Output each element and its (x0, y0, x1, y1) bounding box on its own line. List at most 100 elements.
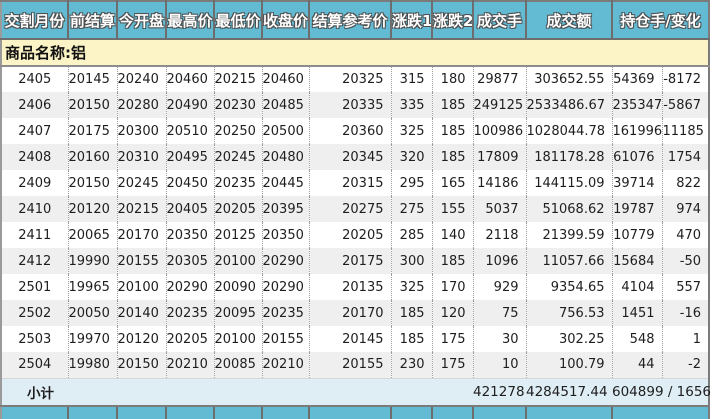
cell-value: 756.53 (526, 300, 613, 326)
cell-value: 17809 (473, 144, 527, 170)
cell-value: 20210 (262, 352, 310, 378)
column-header-prev-settlement: 前结算 (68, 1, 118, 40)
cell-value: 20395 (262, 196, 310, 222)
cell-delivery-month: 2504 (1, 352, 69, 378)
cell-value: 20450 (166, 170, 215, 196)
cell-value: 20170 (117, 222, 167, 248)
cell-value: 75 (473, 300, 527, 326)
cell-value: 20155 (262, 326, 310, 352)
cell-value: 20155 (117, 248, 167, 274)
cell-value: 20150 (68, 92, 118, 118)
cell-delivery-month: 2410 (1, 196, 69, 222)
cell-value: 20090 (214, 274, 263, 300)
cell-value: 120 (432, 300, 474, 326)
commodity-name-label: 商品名称:铝 (1, 39, 710, 67)
cell-delivery-month: 2412 (1, 248, 69, 274)
cell-value: 140 (432, 222, 474, 248)
cell-value: 21399.59 (526, 222, 613, 248)
table-row: 2407 20175 20300 20510 20250 20500 20360 325 185… (1, 118, 710, 144)
cell-value: 100.79 (526, 352, 613, 378)
cell-value: 20120 (117, 326, 167, 352)
table-row: 2409 20150 20245 20450 20235 20445 20315 295 165… (1, 170, 710, 196)
cell-value: 20100 (117, 274, 167, 300)
cell-value: 320 (391, 144, 433, 170)
cell-value: 20140 (117, 300, 167, 326)
cell-value: 249125 (473, 92, 527, 118)
cell-value: 1451 (612, 300, 663, 326)
cell-value: 1096 (473, 248, 527, 274)
cell-value: 335 (391, 92, 433, 118)
cell-value: 155 (432, 196, 474, 222)
cell-value: 20175 (309, 248, 392, 274)
cell-value: 20490 (166, 92, 215, 118)
table-row: 2412 19990 20155 20305 20100 20290 20175 300 185… (1, 248, 710, 274)
cell-value: 19787 (612, 196, 663, 222)
cell-value: 20460 (166, 66, 215, 92)
cell-value: 20210 (166, 352, 215, 378)
cell-delivery-month: 2411 (1, 222, 69, 248)
cell-value: 20215 (117, 196, 167, 222)
cell-value: 185 (391, 326, 433, 352)
cell-value: 20135 (309, 274, 392, 300)
cell-value: 20485 (262, 92, 310, 118)
cell-value: 20280 (117, 92, 167, 118)
cell-value: 20445 (262, 170, 310, 196)
subtotal-label: 小计 (1, 377, 473, 407)
cell-value: 175 (432, 352, 474, 378)
table-header-row: 交割月份 前结算 今开盘 最高价 最低价 收盘价 结算参考价 涨跌1 涨跌2 成… (1, 1, 710, 40)
cell-value: 20065 (68, 222, 118, 248)
cell-value: 180 (432, 66, 474, 92)
cell-value: 19980 (68, 352, 118, 378)
cell-value: 325 (391, 274, 433, 300)
cell-value: -8172 (662, 66, 710, 92)
cell-value: 15684 (612, 248, 663, 274)
cell-value: 11185 (662, 118, 710, 144)
subtotal-row: 小计 421278 4284517.44 604899 / 1656 (1, 377, 711, 407)
table-row: 2504 19980 20150 20210 20085 20210 20155 230 175… (1, 352, 710, 378)
cell-value: 20205 (214, 196, 263, 222)
cell-value: 20335 (309, 92, 392, 118)
cell-value: 974 (662, 196, 710, 222)
cell-value: 20405 (166, 196, 215, 222)
cell-value: 20145 (68, 66, 118, 92)
cell-value: 20235 (262, 300, 310, 326)
table-row: 2405 20145 20240 20460 20215 20460 20325 315 180… (1, 66, 710, 92)
cell-value: 165 (432, 170, 474, 196)
cell-value: 470 (662, 222, 710, 248)
table-row: 2408 20160 20310 20495 20245 20480 20345 320 185… (1, 144, 710, 170)
cell-value: 14186 (473, 170, 527, 196)
cell-value: 303652.55 (526, 66, 613, 92)
cell-value: 300 (391, 248, 433, 274)
cell-value: 235347 (612, 92, 663, 118)
column-header-close: 收盘价 (262, 1, 310, 40)
table-body: 2405 20145 20240 20460 20215 20460 20325 315 180… (1, 66, 710, 378)
cell-value: 20240 (117, 66, 167, 92)
cell-value: 20125 (214, 222, 263, 248)
table-row: 2502 20050 20140 20235 20095 20235 20170 185 120… (1, 300, 710, 326)
cell-value: 20205 (309, 222, 392, 248)
cell-delivery-month: 2409 (1, 170, 69, 196)
cell-value: 20300 (117, 118, 167, 144)
cell-value: 302.25 (526, 326, 613, 352)
column-header-open: 今开盘 (117, 1, 167, 40)
cell-value: 100986 (473, 118, 527, 144)
cell-value: 20495 (166, 144, 215, 170)
cell-value: -50 (662, 248, 710, 274)
cell-value: 20275 (309, 196, 392, 222)
cell-value: 9354.65 (526, 274, 613, 300)
cell-value: 20085 (214, 352, 263, 378)
cell-value: 20215 (214, 66, 263, 92)
cell-value: 20290 (262, 274, 310, 300)
cell-value: 20100 (214, 326, 263, 352)
cell-value: 185 (432, 118, 474, 144)
subtotal-open-interest-change: 604899 / 1656 (612, 377, 711, 407)
cell-value: 20235 (214, 170, 263, 196)
cell-value: 285 (391, 222, 433, 248)
cell-value: 1754 (662, 144, 710, 170)
cell-delivery-month: 2407 (1, 118, 69, 144)
cell-value: 185 (432, 248, 474, 274)
column-header-settlement-ref: 结算参考价 (309, 1, 392, 40)
column-header-high: 最高价 (166, 1, 215, 40)
